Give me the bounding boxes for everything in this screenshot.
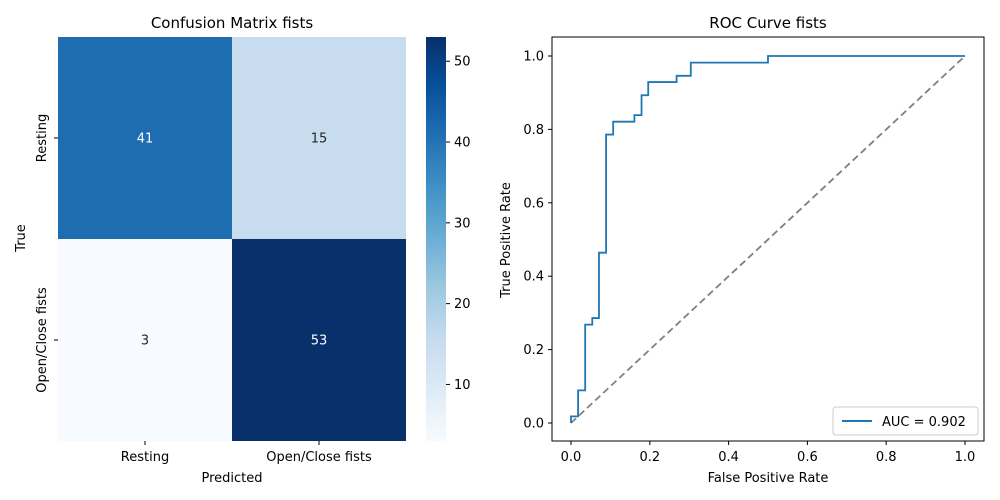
heatmap-cell	[58, 239, 232, 441]
roc-x-tick-label: 0.6	[797, 450, 818, 465]
roc-x-tick-label: 1.0	[955, 450, 976, 465]
colorbar-tick-label: 20	[454, 297, 471, 312]
roc-y-tick-label: 0.8	[523, 123, 544, 138]
roc-x-tick-label: 0.2	[639, 450, 660, 465]
colorbar-tick-label: 50	[454, 55, 471, 70]
roc-x-tick-label: 0.4	[718, 450, 739, 465]
roc-chart: ROC Curve fists 0.0 0.2 0.4 0.6 0.8 1.0 0.0 0.2…	[499, 14, 985, 486]
roc-x-tick-label: 0.8	[876, 450, 897, 465]
confusion-matrix-title: Confusion Matrix fists	[151, 14, 314, 32]
heatmap-cell-value: 41	[137, 132, 154, 147]
roc-y-tick-label: 0.4	[523, 270, 544, 285]
roc-ylabel: True Positive Rate	[499, 182, 514, 299]
roc-y-tick-label: 1.0	[523, 50, 544, 65]
heatmap-cell	[232, 37, 406, 239]
roc-chance-line	[570, 55, 966, 424]
colorbar-tick-label: 10	[454, 378, 471, 393]
heatmap-y-tick-label: Open/Close fists	[35, 287, 50, 393]
heatmap-cell	[58, 37, 232, 239]
confusion-matrix: Confusion Matrix fists 41 15 3 53 Resting Op…	[14, 14, 406, 486]
roc-legend-box	[832, 406, 979, 436]
heatmap-cell-value: 15	[311, 132, 328, 147]
roc-legend: AUC = 0.902	[832, 406, 979, 436]
roc-y-tick-label: 0.6	[523, 196, 544, 211]
confusion-matrix-xlabel: Predicted	[201, 471, 262, 486]
heatmap-x-tick-label: Open/Close fists	[266, 450, 372, 465]
colorbar-tick-label: 30	[454, 216, 471, 231]
heatmap-cell	[232, 239, 406, 441]
roc-curve	[570, 55, 965, 423]
roc-title: ROC Curve fists	[709, 14, 827, 32]
confusion-matrix-ylabel: True	[14, 224, 29, 253]
heatmap-y-tick-label: Resting	[35, 114, 50, 162]
roc-legend-label: AUC = 0.902	[882, 415, 966, 430]
heatmap-cell-value: 3	[141, 334, 149, 349]
roc-y-tick-label: 0.0	[523, 417, 544, 432]
roc-x-tick-label: 0.0	[561, 450, 582, 465]
roc-y-tick-label: 0.2	[523, 343, 544, 358]
roc-plot-frame	[551, 36, 985, 442]
colorbar: 10 20 30 40 50	[426, 37, 471, 441]
heatmap-cell-value: 53	[311, 334, 328, 349]
roc-xlabel: False Positive Rate	[708, 471, 829, 486]
colorbar-tick-label: 40	[454, 136, 471, 151]
heatmap-x-tick-label: Resting	[121, 450, 169, 465]
colorbar-gradient	[426, 37, 446, 441]
